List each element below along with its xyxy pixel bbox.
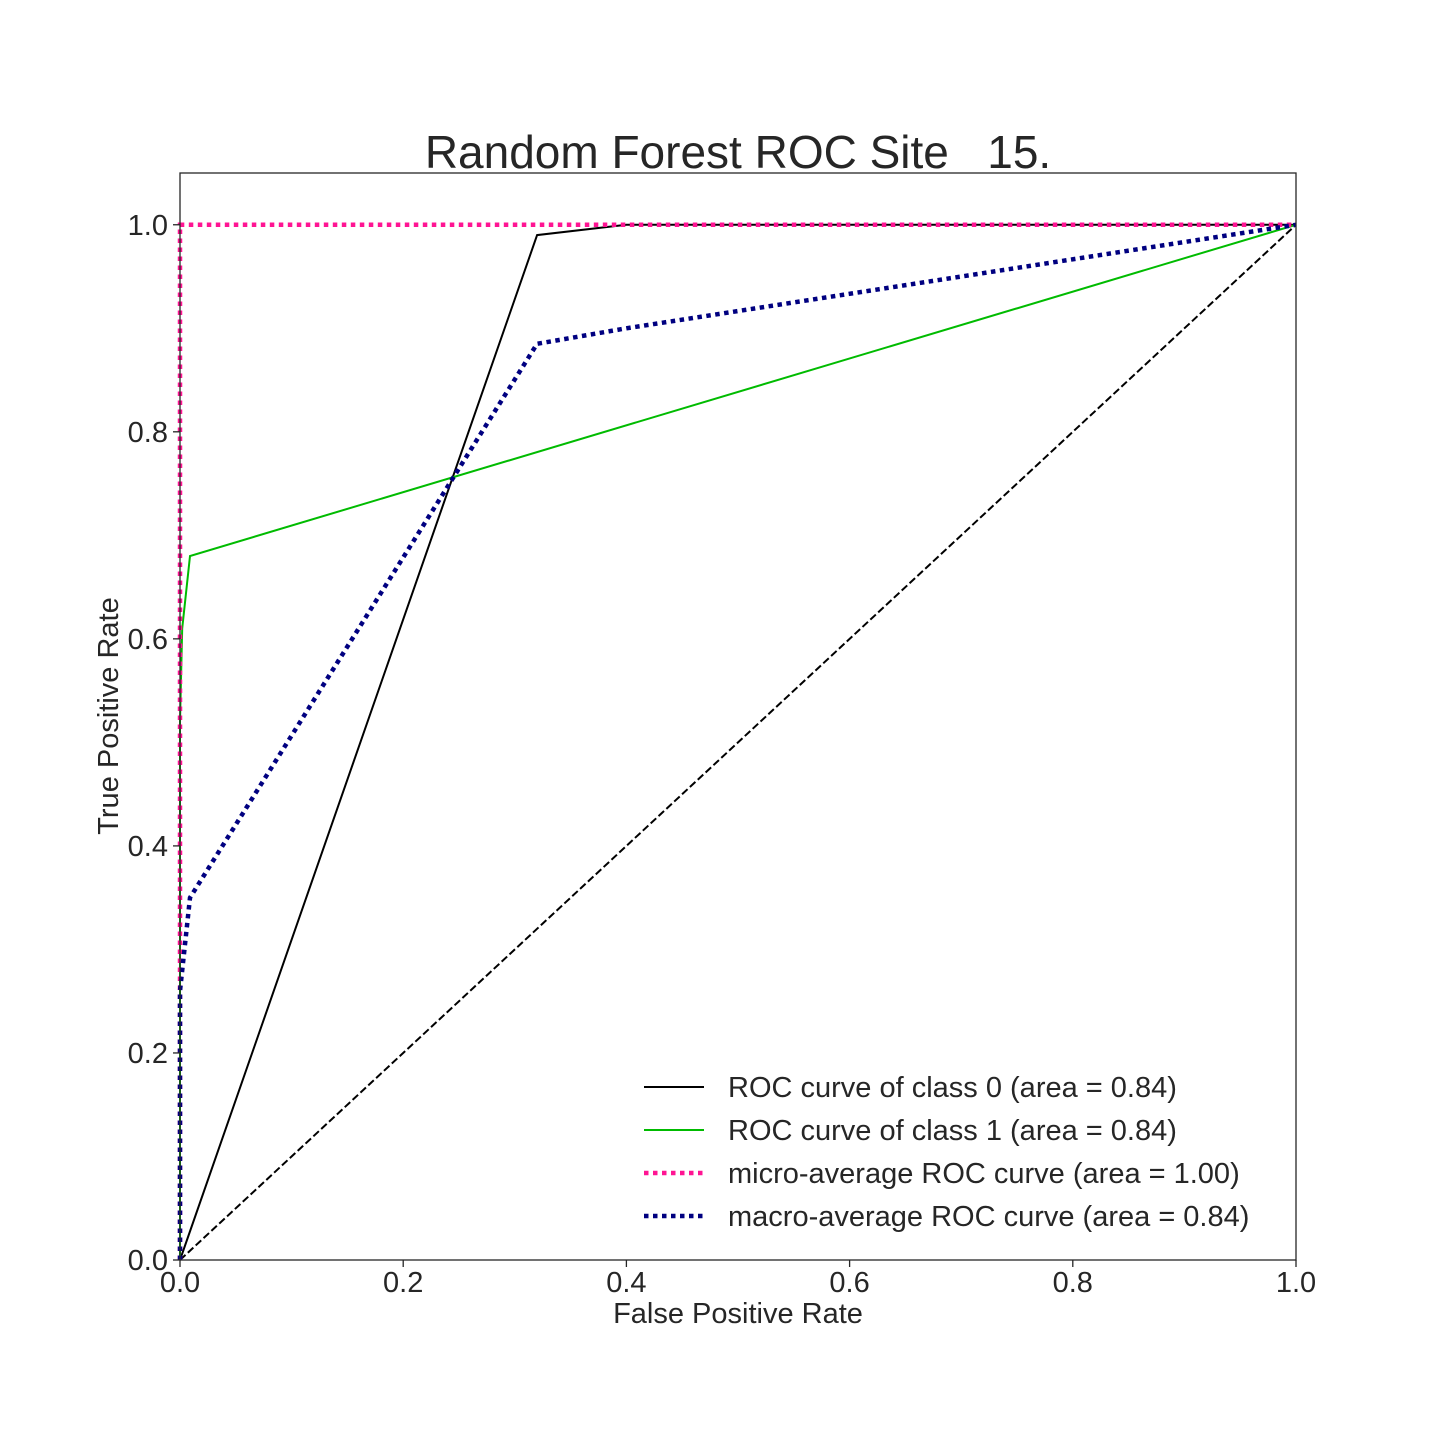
x-tick-label: 0.0 <box>160 1267 200 1299</box>
legend: ROC curve of class 0 (area = 0.84) ROC cu… <box>644 1072 1249 1233</box>
plot-area <box>177 172 1297 1261</box>
x-tick-label: 0.8 <box>1053 1267 1093 1299</box>
series-0-line <box>179 223 1296 1261</box>
y-tick-label: 1.0 <box>128 210 168 242</box>
y-tick-label: 0.0 <box>128 1245 168 1277</box>
legend-label-series-2: micro-average ROC curve (area = 1.00) <box>728 1158 1240 1190</box>
legend-label-series-3: macro-average ROC curve (area = 0.84) <box>728 1201 1249 1233</box>
y-tick-label: 0.4 <box>128 831 168 863</box>
x-tick-label: 1.0 <box>1276 1267 1316 1299</box>
chart-title: Random Forest ROC Site _15. <box>425 126 1051 178</box>
x-tick-label: 0.6 <box>829 1267 869 1299</box>
x-tick-label: 0.4 <box>606 1267 646 1299</box>
y-axis-label: True Positive Rate <box>93 597 125 834</box>
x-tick-label: 0.2 <box>383 1267 423 1299</box>
legend-label-series-1: ROC curve of class 1 (area = 0.84) <box>728 1115 1177 1147</box>
plot-frame <box>179 172 1297 1261</box>
legend-label-series-0: ROC curve of class 0 (area = 0.84) <box>728 1072 1177 1104</box>
reference-diagonal-line <box>179 224 1297 1261</box>
x-axis-ticks: 0.0 0.2 0.4 0.6 0.8 1.0 <box>160 1260 1316 1299</box>
y-tick-label: 0.8 <box>128 417 168 449</box>
y-tick-label: 0.2 <box>128 1038 168 1070</box>
x-axis-label: False Positive Rate <box>613 1298 863 1330</box>
y-tick-label: 0.6 <box>128 624 168 656</box>
y-axis-ticks: 0.0 0.2 0.4 0.6 0.8 1.0 <box>128 210 180 1277</box>
plot-background <box>180 173 1296 1260</box>
